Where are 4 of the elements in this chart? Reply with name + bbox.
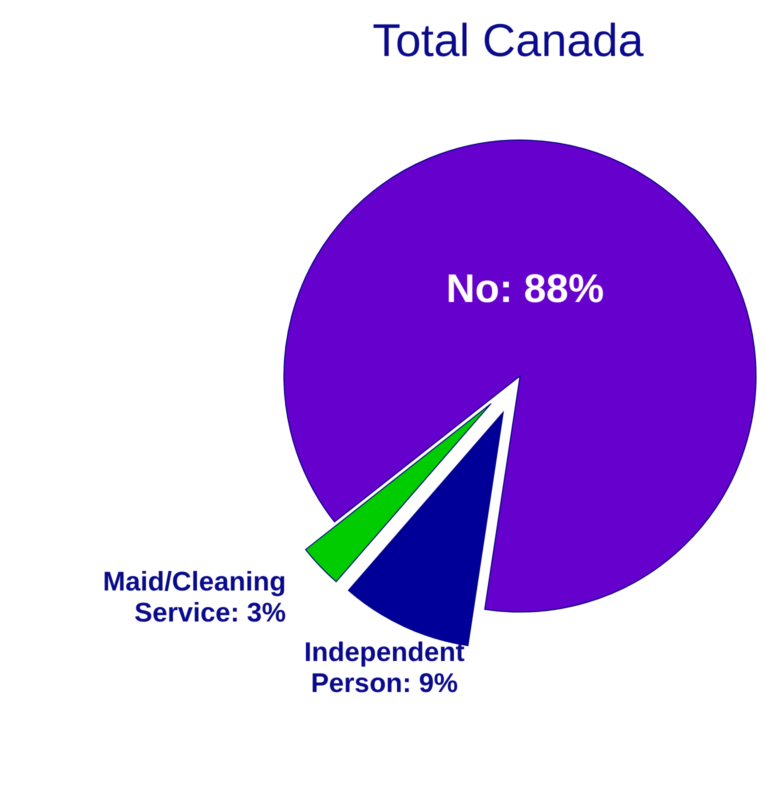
- chart-title: Total Canada: [372, 14, 644, 66]
- slice-label: Independent Person: 9%: [304, 636, 465, 698]
- slice-label: Maid/Cleaning Service: 3%: [102, 566, 286, 628]
- slice-label: No: 88%: [446, 266, 604, 311]
